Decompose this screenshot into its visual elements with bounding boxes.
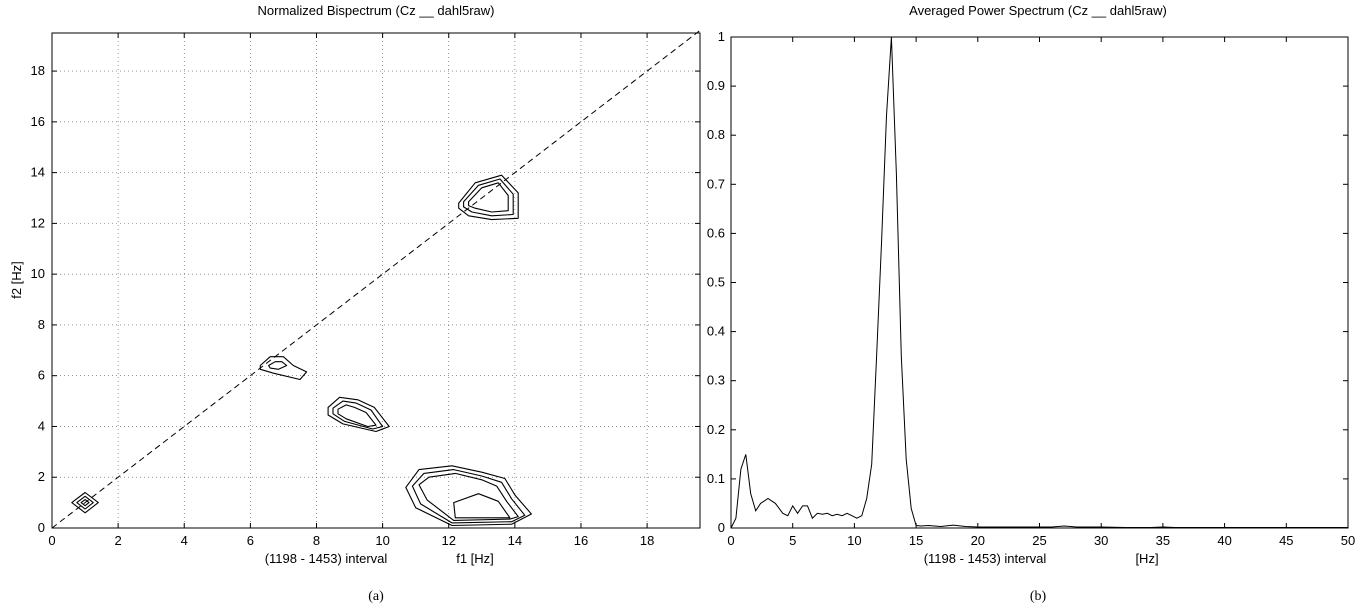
y-tick-label: 2 (38, 469, 45, 484)
contour-ring (76, 495, 94, 510)
power-spectrum-title: Averaged Power Spectrum (Cz __ dahl5raw) (909, 3, 1167, 18)
x-tick-label: 40 (1217, 533, 1231, 548)
bispectrum-contours (71, 174, 532, 527)
x-tick-label: 35 (1156, 533, 1170, 548)
y-tick-label: 0.5 (707, 275, 725, 290)
y-tick-label: 12 (31, 215, 45, 230)
bispectrum-x-label: f1 [Hz] (456, 551, 494, 566)
contour-ring (327, 396, 390, 433)
contour-ring (453, 493, 511, 519)
x-tick-label: 8 (313, 533, 320, 548)
contour-group-peak-13hz-diagonal (458, 174, 519, 221)
power-spectrum-axes-box (730, 36, 1349, 529)
y-tick-label: 14 (31, 165, 45, 180)
x-tick-label: 16 (574, 533, 588, 548)
x-tick-label: 25 (1032, 533, 1046, 548)
power-spectrum-interval-note: (1198 - 1453) interval (924, 551, 1047, 566)
y-tick-label: 0.2 (707, 422, 725, 437)
y-tick-label: 0.6 (707, 225, 725, 240)
caption-b: (b) (1030, 589, 1047, 604)
x-tick-label: 45 (1279, 533, 1293, 548)
caption-a: (a) (368, 589, 384, 604)
contour-ring (268, 361, 288, 370)
x-tick-label: 6 (247, 533, 254, 548)
contour-ring (463, 178, 514, 217)
y-tick-label: 1 (718, 29, 725, 44)
contour-group-peak-13hz-low (405, 465, 532, 527)
contour-ring (418, 472, 519, 521)
y-tick-label: 0.4 (707, 324, 725, 339)
x-tick-label: 18 (640, 533, 654, 548)
x-tick-label: 50 (1341, 533, 1355, 548)
y-tick-label: 16 (31, 114, 45, 129)
contour-ring (71, 491, 99, 514)
y-tick-label: 0.8 (707, 127, 725, 142)
contour-ring (80, 499, 90, 507)
x-tick-label: 0 (48, 533, 55, 548)
x-tick-label: 4 (181, 533, 188, 548)
x-tick-label: 14 (508, 533, 522, 548)
y-tick-label: 0.7 (707, 176, 725, 191)
contour-ring (332, 400, 384, 430)
bispectrum-title: Normalized Bispectrum (Cz __ dahl5raw) (258, 3, 495, 18)
y-tick-label: 8 (38, 317, 45, 332)
bispectrum-interval-note: (1198 - 1453) interval (265, 551, 388, 566)
y-tick-label: 0 (718, 520, 725, 535)
x-tick-label: 10 (375, 533, 389, 548)
bispectrum-x-ticks: 0 2 4 6 8 10 12 14 16 18 (48, 33, 654, 548)
bispectrum-y-label: f2 [Hz] (9, 261, 24, 299)
x-tick-label: 12 (442, 533, 456, 548)
power-spectrum-ticks: 0 5 10 15 20 25 30 35 40 45 50 0 0.1 0.2 0.3 0.4 0.5 0.6 0… (707, 29, 1355, 548)
contour-group-peak-6.5hz (259, 356, 308, 381)
contour-ring (411, 469, 526, 524)
x-tick-label: 30 (1094, 533, 1108, 548)
y-tick-label: 0.9 (707, 78, 725, 93)
y-tick-label: 0.1 (707, 471, 725, 486)
contour-ring (259, 356, 308, 381)
power-spectrum-series-line (730, 36, 1348, 529)
bispectrum-y-ticks: 0 2 4 6 8 10 12 14 16 18 (31, 63, 700, 535)
power-spectrum-x-label: [Hz] (1135, 551, 1158, 566)
x-tick-label: 0 (727, 533, 734, 548)
y-tick-label: 10 (31, 266, 45, 281)
y-tick-label: 0 (38, 520, 45, 535)
x-tick-label: 20 (971, 533, 985, 548)
contour-ring (468, 182, 509, 213)
contour-ring (405, 465, 532, 527)
power-spectrum-panel: Averaged Power Spectrum (Cz __ dahl5raw)… (707, 3, 1355, 604)
x-tick-label: 2 (115, 533, 122, 548)
x-tick-label: 10 (847, 533, 861, 548)
y-tick-label: 4 (38, 418, 45, 433)
contour-group-peak-9hz (327, 396, 390, 433)
x-tick-label: 15 (909, 533, 923, 548)
contour-group-peak-1hz (71, 491, 99, 514)
bispectrum-grid (52, 33, 700, 528)
x-tick-label: 5 (789, 533, 796, 548)
diagonal-reference-line (51, 30, 701, 529)
y-tick-label: 6 (38, 368, 45, 383)
contour-ring (458, 174, 519, 221)
bispectrum-panel: Normalized Bispectrum (Cz __ dahl5raw) 0… (9, 3, 701, 604)
bispectrum-axes-box (51, 32, 701, 529)
y-tick-label: 0.3 (707, 373, 725, 388)
y-tick-label: 18 (31, 63, 45, 78)
contour-ring (337, 404, 377, 428)
